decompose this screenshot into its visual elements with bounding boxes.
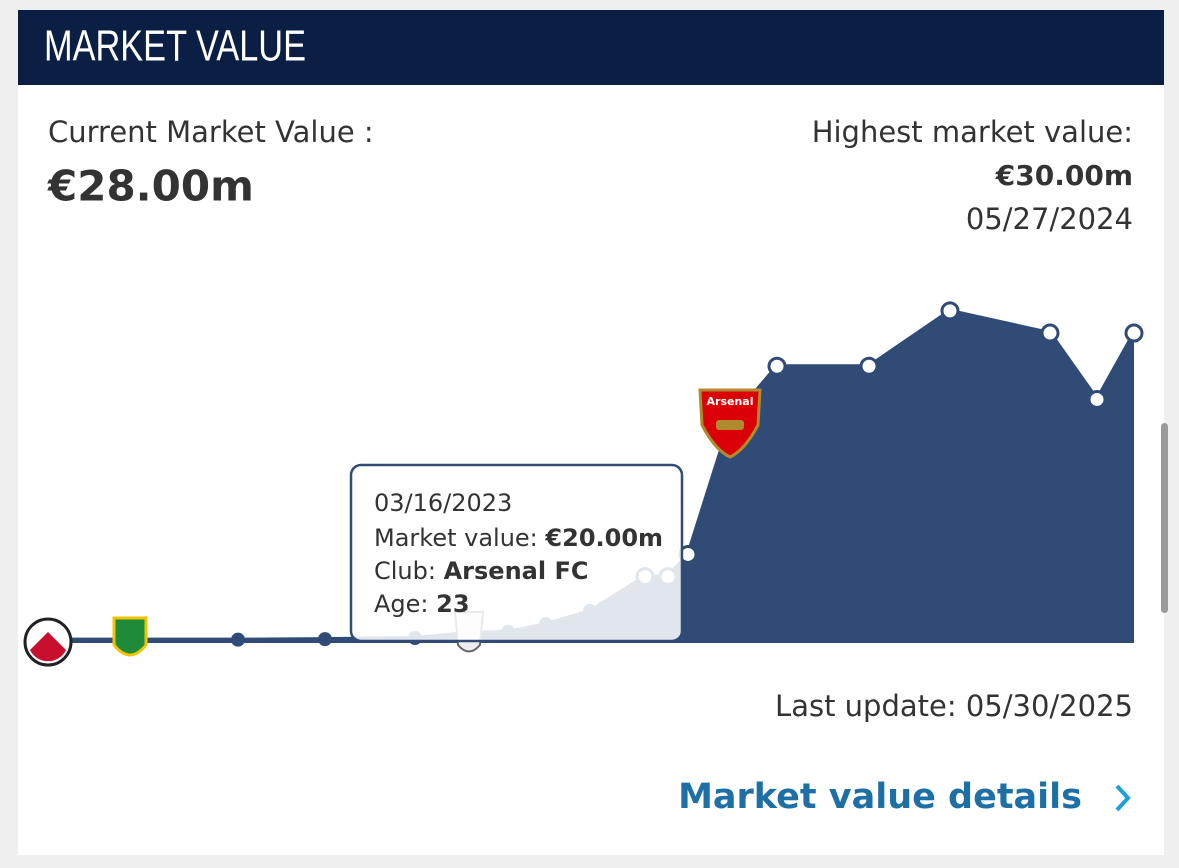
value: €20.00m — [544, 524, 663, 552]
chevron[interactable] — [1115, 784, 1131, 812]
highest-date: 05/27/2024 — [966, 202, 1133, 236]
label: Club: — [374, 557, 436, 585]
tooltip-date: 03/16/2023 — [374, 489, 512, 517]
details-link[interactable]: Market value details — [678, 777, 1082, 817]
crest — [30, 632, 66, 662]
point — [767, 356, 787, 376]
header-title: MARKET VALUE — [44, 22, 306, 71]
crest-label: Arsenal — [707, 395, 754, 408]
crest — [703, 393, 757, 409]
tooltip-club-row: Club: Arsenal FC — [374, 557, 588, 585]
tooltip: 03/16/2023 Market value: €20.00m Club: A… — [349, 463, 684, 643]
tooltip-age-row: Age: 23 — [374, 590, 470, 618]
crest — [112, 616, 148, 657]
tooltip-value-row: Market value: €20.00m — [374, 524, 663, 552]
label: Age: — [374, 590, 429, 618]
highest-value: €30.00m — [995, 159, 1133, 192]
label: Market value: — [374, 524, 538, 552]
current-value: €28.00m — [47, 162, 254, 211]
point — [1087, 389, 1107, 409]
value: Arsenal FC — [444, 557, 589, 585]
point — [859, 356, 879, 376]
crest — [716, 420, 744, 430]
point — [1040, 323, 1060, 343]
scrollbar — [1161, 423, 1168, 613]
area-fill — [48, 310, 1134, 643]
tooltip-box — [349, 463, 684, 643]
point — [231, 632, 245, 647]
point — [1124, 323, 1144, 343]
point — [318, 632, 332, 647]
last-update: Last update: 05/30/2025 — [775, 689, 1133, 723]
value: 23 — [436, 590, 469, 618]
highest-label: Highest market value: — [812, 115, 1133, 149]
current-label: Current Market Value : — [48, 115, 374, 149]
point — [940, 301, 960, 321]
header-bar — [18, 10, 1164, 85]
